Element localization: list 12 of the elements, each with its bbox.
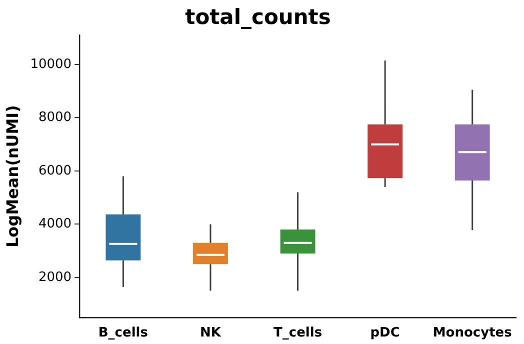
y-axis-title: LogMean(nUMI)	[2, 105, 22, 248]
y-tick-label: 8000	[38, 110, 72, 126]
x-tick-label: T_cells	[274, 326, 322, 341]
y-tick-label: 4000	[38, 216, 72, 232]
x-tick-label: B_cells	[98, 326, 148, 341]
x-tick-label: NK	[200, 326, 222, 341]
y-tick-label: 2000	[38, 270, 72, 285]
chart-title: total_counts	[185, 5, 331, 30]
y-tick-label: 6000	[38, 163, 72, 178]
x-tick-label: pDC	[370, 326, 400, 341]
x-tick-label: Monocytes	[432, 326, 512, 341]
y-tick-label: 10000	[30, 56, 72, 72]
